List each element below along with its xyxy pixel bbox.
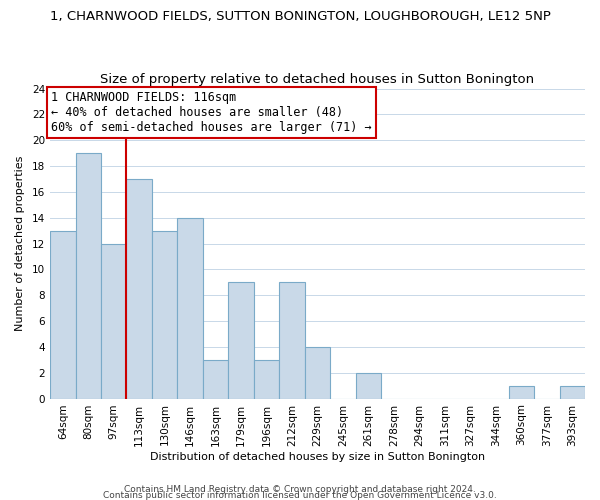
Bar <box>560 386 585 398</box>
Bar <box>178 218 203 398</box>
Text: 1 CHARNWOOD FIELDS: 116sqm
← 40% of detached houses are smaller (48)
60% of semi: 1 CHARNWOOD FIELDS: 116sqm ← 40% of deta… <box>52 91 372 134</box>
Bar <box>280 282 305 399</box>
Text: Contains public sector information licensed under the Open Government Licence v3: Contains public sector information licen… <box>103 490 497 500</box>
Bar <box>203 360 229 399</box>
Bar <box>509 386 534 398</box>
Bar <box>254 360 280 399</box>
Bar <box>76 153 101 398</box>
Text: Contains HM Land Registry data © Crown copyright and database right 2024.: Contains HM Land Registry data © Crown c… <box>124 484 476 494</box>
Y-axis label: Number of detached properties: Number of detached properties <box>15 156 25 331</box>
Title: Size of property relative to detached houses in Sutton Bonington: Size of property relative to detached ho… <box>100 73 535 86</box>
Bar <box>50 230 76 398</box>
Bar <box>152 230 178 398</box>
Text: 1, CHARNWOOD FIELDS, SUTTON BONINGTON, LOUGHBOROUGH, LE12 5NP: 1, CHARNWOOD FIELDS, SUTTON BONINGTON, L… <box>50 10 550 23</box>
X-axis label: Distribution of detached houses by size in Sutton Bonington: Distribution of detached houses by size … <box>150 452 485 462</box>
Bar <box>356 372 381 398</box>
Bar <box>305 347 330 399</box>
Bar <box>229 282 254 399</box>
Bar <box>127 179 152 398</box>
Bar <box>101 244 127 398</box>
